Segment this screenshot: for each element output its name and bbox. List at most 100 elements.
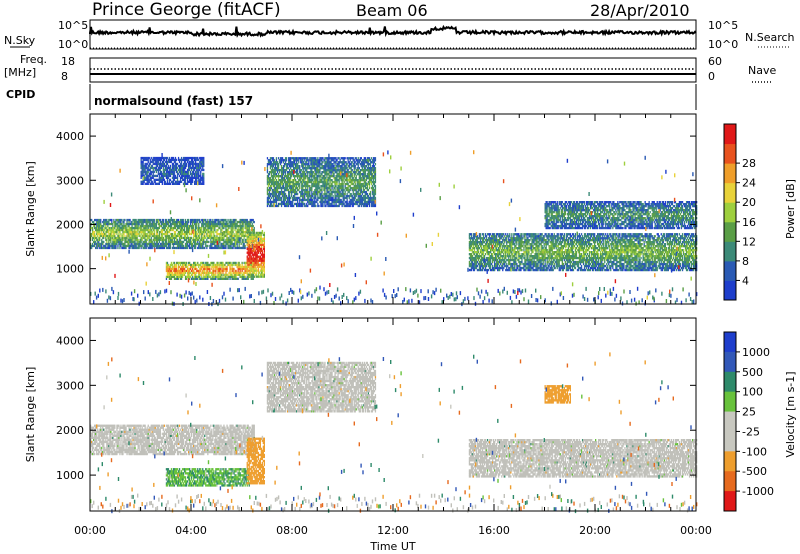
power-echo-cell <box>173 232 176 236</box>
power-echo-cell <box>309 200 311 204</box>
power-echo-cell <box>356 159 358 162</box>
power-echo-cell <box>350 179 352 182</box>
power-echo-cell <box>364 165 366 168</box>
power-echo-cell <box>226 267 228 271</box>
power-echo-cell <box>374 171 377 174</box>
power-echo-cell <box>304 202 306 206</box>
power-echo-cell <box>326 182 328 186</box>
power-echo-cell <box>251 261 253 265</box>
power-echo-cell <box>125 222 127 226</box>
power-echo-cell <box>373 180 376 184</box>
power-echo-cell <box>222 244 224 248</box>
power-echo-cell <box>320 188 322 192</box>
power-echo-cell <box>350 200 352 204</box>
power-echo-cell <box>258 243 260 246</box>
power-echo-cell <box>358 194 360 198</box>
power-echo-cell <box>334 179 336 182</box>
power-echo-cell <box>111 226 113 230</box>
power-echo-cell <box>101 238 103 242</box>
power-echo-cell <box>266 202 269 206</box>
power-echo-cell <box>192 269 194 273</box>
power-echo-cell <box>222 220 224 224</box>
power-echo-cell <box>366 169 368 172</box>
power-echo-cell <box>126 222 128 226</box>
power-echo-cell <box>305 198 307 202</box>
power-echo-cell <box>369 192 372 196</box>
power-echo-cell <box>289 202 291 206</box>
power-echo-cell <box>278 184 281 188</box>
power-echo-cell <box>306 188 308 192</box>
power-echo-cell <box>195 234 197 238</box>
power-echo-cell <box>214 244 216 248</box>
power-echo-cell <box>294 157 296 160</box>
power-echo-cell <box>221 273 223 276</box>
power-echo-cell <box>218 277 220 280</box>
power-echo-cell <box>338 177 340 180</box>
power-echo-cell <box>253 257 255 260</box>
power-echo-cell <box>148 218 150 222</box>
power-echo-cell <box>269 179 272 182</box>
power-echo-cell <box>99 246 101 250</box>
power-echo-cell <box>137 240 139 244</box>
power-echo-cell <box>254 243 256 246</box>
power-echo-cell <box>209 222 211 226</box>
power-echo-cell <box>188 271 190 274</box>
power-echo-cell <box>339 192 341 196</box>
power-echo-cell <box>207 275 209 278</box>
power-echo-cell <box>235 246 237 250</box>
power-echo-cell <box>257 263 259 266</box>
power-echo-cell <box>119 244 121 248</box>
power-echo-cell <box>302 194 304 198</box>
power-echo-cell <box>207 261 209 265</box>
power-echo-cell <box>278 196 281 200</box>
power-echo-cell <box>148 240 150 244</box>
power-echo-cell <box>234 246 236 250</box>
power-echo-cell <box>261 257 263 260</box>
power-echo-cell <box>359 198 361 202</box>
power-echo-cell <box>155 224 157 228</box>
power-echo-cell <box>151 226 153 230</box>
power-echo-cell <box>213 238 215 242</box>
power-echo-cell <box>201 261 203 265</box>
power-echo-cell <box>237 269 239 273</box>
power-echo-cell <box>126 220 128 224</box>
power-echo-cell <box>245 271 247 274</box>
power-echo-cell <box>274 167 277 170</box>
power-echo-cell <box>192 222 194 226</box>
power-echo-cell <box>363 167 365 170</box>
power-echo-cell <box>186 228 188 232</box>
power-echo-cell <box>120 218 122 222</box>
power-echo-cell <box>369 173 372 176</box>
power-echo-cell <box>212 230 214 234</box>
power-echo-cell <box>301 165 303 168</box>
power-echo-cell <box>177 275 180 278</box>
power-echo-cell <box>108 220 110 224</box>
power-echo-cell <box>334 177 336 180</box>
power-echo-cell <box>176 244 179 248</box>
power-echo-cell <box>351 177 353 180</box>
power-echo-cell <box>307 171 309 174</box>
power-echo-cell <box>137 218 139 222</box>
power-echo-cell <box>307 157 309 160</box>
power-echo-cell <box>241 269 243 273</box>
power-echo-cell <box>349 180 351 184</box>
power-echo-cell <box>248 259 250 262</box>
power-echo-cell <box>250 273 252 276</box>
power-echo-cell <box>366 186 368 190</box>
power-echo-cell <box>373 169 376 172</box>
power-echo-cell <box>285 159 288 162</box>
power-echo-cell <box>331 200 333 204</box>
power-echo-cell <box>142 242 144 246</box>
power-echo-cell <box>352 198 354 202</box>
power-echo-cell <box>223 222 225 226</box>
power-echo-cell <box>242 275 244 278</box>
power-echo-cell <box>183 267 186 271</box>
power-echo-cell <box>290 161 292 164</box>
power-echo-cell <box>96 236 98 240</box>
power-echo-cell <box>146 224 148 228</box>
power-echo-cell <box>326 180 328 184</box>
power-echo-cell <box>131 236 133 240</box>
power-echo-cell <box>116 226 118 230</box>
power-echo-cell <box>299 202 301 206</box>
power-echo-cell <box>321 177 323 180</box>
